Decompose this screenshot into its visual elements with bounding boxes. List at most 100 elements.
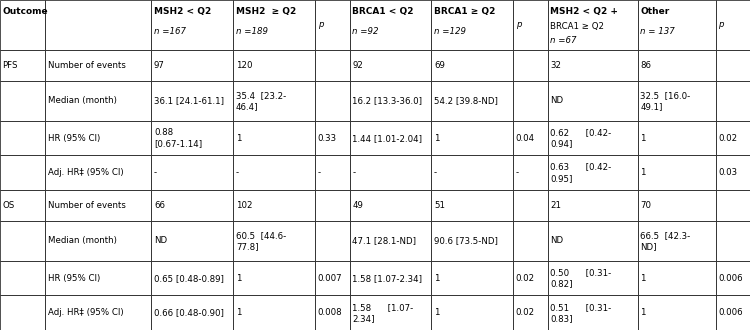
Bar <box>638 121 716 155</box>
Bar <box>45 190 152 221</box>
Text: 0.008: 0.008 <box>318 308 342 317</box>
Bar <box>513 190 548 221</box>
Text: 1: 1 <box>434 308 439 317</box>
Text: 1: 1 <box>236 134 242 143</box>
Bar <box>350 221 431 261</box>
Bar <box>152 121 233 155</box>
Bar <box>431 155 513 190</box>
Text: 16.2 [13.3-36.0]: 16.2 [13.3-36.0] <box>352 96 422 105</box>
Bar <box>45 221 152 261</box>
Bar <box>233 221 315 261</box>
Text: ND: ND <box>550 96 563 105</box>
Text: 0.02: 0.02 <box>718 134 737 143</box>
Text: MSH2 < Q2: MSH2 < Q2 <box>154 8 212 16</box>
Text: p: p <box>718 20 724 29</box>
Bar <box>431 295 513 330</box>
Text: 97: 97 <box>154 61 165 70</box>
Bar <box>315 295 350 330</box>
Text: 0.006: 0.006 <box>718 308 742 317</box>
Text: 1: 1 <box>640 168 646 177</box>
Text: MSH2  ≥ Q2: MSH2 ≥ Q2 <box>236 8 296 16</box>
Bar <box>513 261 548 295</box>
Text: n = 137: n = 137 <box>640 27 675 36</box>
Text: 51: 51 <box>434 201 445 210</box>
Bar <box>0 81 45 121</box>
Bar <box>45 50 152 81</box>
Bar <box>431 261 513 295</box>
Bar <box>315 190 350 221</box>
Bar <box>233 295 315 330</box>
Text: n =67: n =67 <box>550 36 577 45</box>
Bar <box>315 261 350 295</box>
Text: OS: OS <box>2 201 15 210</box>
Bar <box>233 81 315 121</box>
Bar <box>431 221 513 261</box>
Bar <box>233 155 315 190</box>
Text: 90.6 [73.5-ND]: 90.6 [73.5-ND] <box>434 236 498 245</box>
Bar <box>152 0 233 50</box>
Text: 1: 1 <box>640 274 646 283</box>
Text: 1: 1 <box>236 274 242 283</box>
Bar <box>0 155 45 190</box>
Text: 0.02: 0.02 <box>516 274 535 283</box>
Bar <box>0 221 45 261</box>
Bar <box>152 261 233 295</box>
Text: n =167: n =167 <box>154 27 186 36</box>
Text: 0.88
[0.67-1.14]: 0.88 [0.67-1.14] <box>154 128 202 148</box>
Text: 69: 69 <box>434 61 445 70</box>
Text: 47.1 [28.1-ND]: 47.1 [28.1-ND] <box>352 236 416 245</box>
Text: 0.007: 0.007 <box>318 274 342 283</box>
Text: 32.5  [16.0-
49.1]: 32.5 [16.0- 49.1] <box>640 91 691 111</box>
Bar <box>548 221 638 261</box>
Bar <box>638 261 716 295</box>
Text: 35.4  [23.2-
46.4]: 35.4 [23.2- 46.4] <box>236 91 286 111</box>
Text: 0.62      [0.42-
0.94]: 0.62 [0.42- 0.94] <box>550 128 611 148</box>
Bar <box>638 81 716 121</box>
Text: 1.58      [1.07-
2.34]: 1.58 [1.07- 2.34] <box>352 303 413 323</box>
Text: 1: 1 <box>236 308 242 317</box>
Bar <box>350 0 431 50</box>
Text: HR (95% CI): HR (95% CI) <box>47 134 100 143</box>
Bar <box>716 190 750 221</box>
Text: n =92: n =92 <box>352 27 379 36</box>
Bar <box>0 121 45 155</box>
Bar <box>0 261 45 295</box>
Text: BRCA1 < Q2: BRCA1 < Q2 <box>352 8 413 16</box>
Text: 92: 92 <box>352 61 363 70</box>
Text: HR (95% CI): HR (95% CI) <box>47 274 100 283</box>
Bar <box>233 261 315 295</box>
Bar <box>233 50 315 81</box>
Text: 0.65 [0.48-0.89]: 0.65 [0.48-0.89] <box>154 274 224 283</box>
Bar <box>716 121 750 155</box>
Bar <box>638 190 716 221</box>
Text: 0.66 [0.48-0.90]: 0.66 [0.48-0.90] <box>154 308 224 317</box>
Bar <box>716 155 750 190</box>
Text: p: p <box>516 20 521 29</box>
Bar <box>548 50 638 81</box>
Bar <box>152 50 233 81</box>
Text: -: - <box>236 168 239 177</box>
Bar <box>548 155 638 190</box>
Text: 66.5  [42.3-
ND]: 66.5 [42.3- ND] <box>640 231 691 251</box>
Text: 120: 120 <box>236 61 252 70</box>
Bar <box>233 0 315 50</box>
Text: 1: 1 <box>434 274 439 283</box>
Text: p: p <box>318 20 323 29</box>
Bar <box>431 190 513 221</box>
Text: 1: 1 <box>640 308 646 317</box>
Bar <box>716 261 750 295</box>
Bar <box>45 0 152 50</box>
Bar <box>152 295 233 330</box>
Text: -: - <box>434 168 437 177</box>
Text: 0.63      [0.42-
0.95]: 0.63 [0.42- 0.95] <box>550 163 611 183</box>
Bar <box>431 50 513 81</box>
Text: n =189: n =189 <box>236 27 268 36</box>
Bar <box>638 0 716 50</box>
Bar <box>45 261 152 295</box>
Text: PFS: PFS <box>2 61 18 70</box>
Text: 21: 21 <box>550 201 561 210</box>
Text: 32: 32 <box>550 61 561 70</box>
Bar <box>233 121 315 155</box>
Bar <box>350 261 431 295</box>
Bar <box>315 155 350 190</box>
